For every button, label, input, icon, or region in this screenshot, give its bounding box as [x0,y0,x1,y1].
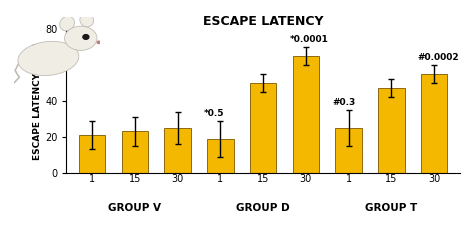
Bar [121,132,148,173]
Bar [250,83,276,173]
Y-axis label: ESCAPE LATENCY (SEC): ESCAPE LATENCY (SEC) [33,42,42,160]
Text: GROUP T: GROUP T [365,204,418,213]
Ellipse shape [80,13,94,27]
Text: GROUP D: GROUP D [236,204,290,213]
Text: #0.0002: #0.0002 [418,53,459,62]
Bar [292,56,319,173]
Bar [79,135,105,173]
Circle shape [83,35,89,39]
Ellipse shape [64,26,97,50]
Bar [335,128,362,173]
Bar [164,128,191,173]
Title: ESCAPE LATENCY: ESCAPE LATENCY [203,15,323,28]
Circle shape [97,41,100,43]
Ellipse shape [60,16,74,31]
Bar [378,88,405,173]
Bar [207,138,234,173]
Text: *0.5: *0.5 [204,109,225,118]
Text: *0.0001: *0.0001 [290,35,328,44]
Ellipse shape [18,41,79,76]
Text: #0.3: #0.3 [332,98,356,107]
Bar [421,74,447,173]
Text: GROUP V: GROUP V [108,204,161,213]
